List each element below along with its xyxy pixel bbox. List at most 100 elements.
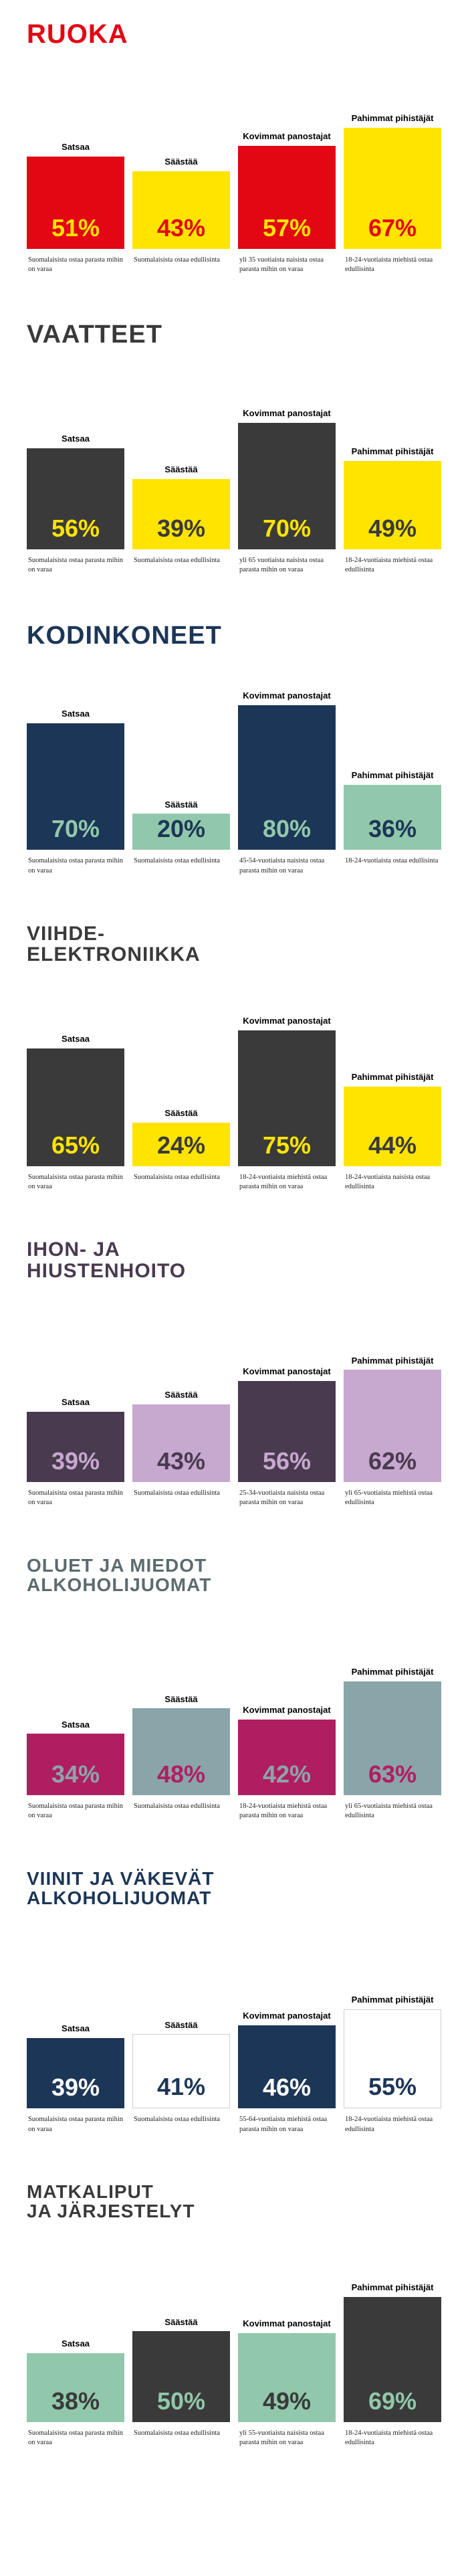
bar-percentage: 41%: [157, 2073, 205, 2101]
bar-caption: 18-24-vuotiaista miehistä ostaa edullisi…: [344, 2429, 441, 2448]
bar-percentage: 39%: [51, 1447, 100, 1475]
section: VAATTEETSatsaa56%Säästää39%Kovimmat pano…: [0, 302, 468, 602]
bar-column: Säästää43%: [132, 1295, 230, 1482]
bars-row: Satsaa34%Säästää48%Kovimmat panostajat42…: [27, 1608, 441, 1795]
bar: 34%: [27, 1734, 124, 1795]
bar-caption: 18-24-vuotiaista miehistä ostaa edullisi…: [344, 256, 441, 274]
bar-column: Kovimmat panostajat80%: [238, 662, 336, 850]
bar-label: Pahimmat pihistäjät: [352, 1072, 434, 1083]
bar-column: Kovimmat panostajat46%: [238, 1921, 336, 2108]
bar-label: Kovimmat panostajat: [243, 1016, 330, 1026]
section: KODINKONEETSatsaa70%Säästää20%Kovimmat p…: [0, 603, 468, 903]
bar-caption: Suomalaisista ostaa edullisinta: [132, 556, 230, 575]
bar-label: Säästää: [164, 1390, 197, 1400]
bar: 24%: [132, 1123, 230, 1166]
bar-label: Säästää: [164, 800, 197, 810]
bar-column: Satsaa 51%: [27, 62, 124, 249]
bar-label: Pahimmat pihistäjät: [352, 446, 434, 457]
bar-column: Säästää50%: [132, 2235, 230, 2422]
bar: 70%: [27, 723, 124, 850]
bar-label: Satsaa: [62, 142, 90, 153]
bar-label: Säästää: [164, 464, 197, 475]
section: VIIHDE-ELEKTRONIIKKASatsaa65%Säästää24%K…: [0, 903, 468, 1219]
bar-caption: Suomalaisista ostaa edullisinta: [132, 2429, 230, 2448]
bar-label: Pahimmat pihistäjät: [352, 2282, 434, 2293]
bar-caption: Suomalaisista ostaa parasta mihin on var…: [27, 1802, 124, 1821]
bar-percentage: 57%: [263, 214, 311, 242]
section-title: VIIHDE-ELEKTRONIIKKA: [27, 923, 441, 965]
bar-column: Säästää24%: [132, 979, 230, 1166]
bar-caption: Suomalaisista ostaa parasta mihin on var…: [27, 856, 124, 875]
bar-caption: Suomalaisista ostaa edullisinta: [132, 1173, 230, 1192]
bar-label: Satsaa: [62, 1034, 90, 1044]
bar-column: Pahimmat pihistäjät67%: [344, 62, 441, 249]
bars-row: Satsaa39%Säästää41%Kovimmat panostajat46…: [27, 1921, 441, 2108]
bar: 39%: [132, 479, 230, 550]
bar-percentage: 70%: [51, 815, 100, 843]
infographic-root: RUOKASatsaa51%Säästää43%Kovimmat panosta…: [0, 0, 468, 2475]
bar-column: Kovimmat panostajat 42%: [238, 1608, 336, 1795]
captions-row: Suomalaisista ostaa parasta mihin on var…: [27, 2115, 441, 2134]
bar-caption: Suomalaisista ostaa edullisinta: [132, 256, 230, 274]
bar-caption: Suomalaisista ostaa parasta mihin on var…: [27, 2115, 124, 2134]
bar: 51%: [27, 157, 124, 249]
bar-caption: 18-24-vuotiaista miehistä ostaa edullisi…: [344, 2115, 441, 2134]
bar: 80%: [238, 705, 336, 850]
bar-percentage: 67%: [368, 214, 417, 242]
bar: 41%: [132, 2034, 230, 2108]
captions-row: Suomalaisista ostaa parasta mihin on var…: [27, 1489, 441, 1507]
bar: 39%: [27, 2038, 124, 2109]
bar-label: Satsaa: [62, 709, 90, 719]
bar-percentage: 42%: [263, 1760, 311, 1788]
bar-label: Kovimmat panostajat: [243, 1705, 330, 1716]
bar-label: Pahimmat pihistäjät: [352, 1356, 434, 1366]
bar-percentage: 44%: [368, 1131, 417, 1160]
bar: 62%: [344, 1370, 441, 1482]
bar-percentage: 69%: [368, 2387, 417, 2415]
section: VIINIT JA VÄKEVÄTALKOHOLIJUOMATSatsaa39%…: [0, 1849, 468, 2162]
bar-caption: Suomalaisista ostaa edullisinta: [132, 1489, 230, 1507]
bar: 69%: [344, 2297, 441, 2422]
bar-column: Säästää41%: [132, 1921, 230, 2108]
bar: 65%: [27, 1048, 124, 1166]
bar: 39%: [27, 1412, 124, 1483]
bar-label: Satsaa: [62, 2338, 90, 2349]
captions-row: Suomalaisista ostaa parasta mihin on var…: [27, 1173, 441, 1192]
section: RUOKASatsaa51%Säästää43%Kovimmat panosta…: [0, 0, 468, 302]
bar-percentage: 55%: [368, 2073, 417, 2101]
bar-column: Kovimmat panostajat 49%: [238, 2235, 336, 2422]
bars-row: Satsaa70%Säästää20%Kovimmat panostajat80…: [27, 662, 441, 850]
bar-column: Kovimmat panostajat75%: [238, 979, 336, 1166]
bar-column: Säästää 39%: [132, 362, 230, 549]
bar-percentage: 80%: [263, 815, 311, 843]
bar-column: Pahimmat pihistäjät 49%: [344, 362, 441, 549]
bar-caption: yli 65-vuotiaista miehistä ostaa edullis…: [344, 1489, 441, 1507]
bar-label: Satsaa: [62, 434, 90, 444]
bar-percentage: 24%: [157, 1131, 205, 1160]
bar-percentage: 65%: [51, 1131, 100, 1160]
bar-label: Kovimmat panostajat: [243, 408, 330, 419]
bar-label: Kovimmat panostajat: [243, 2318, 330, 2329]
bar-column: Pahimmat pihistäjät 62%: [344, 1295, 441, 1482]
bar-percentage: 62%: [368, 1447, 417, 1475]
bar-column: Pahimmat pihistäjät36%: [344, 662, 441, 850]
captions-row: Suomalaisista ostaa parasta mihin on var…: [27, 1802, 441, 1821]
bar-percentage: 70%: [263, 515, 311, 543]
bar-column: Pahimmat pihistäjät 55%: [344, 1921, 441, 2108]
bar-column: Satsaa56%: [27, 362, 124, 549]
bar: 67%: [344, 128, 441, 249]
bar: 42%: [238, 1720, 336, 1796]
bar: 48%: [132, 1708, 230, 1795]
bar: 57%: [238, 146, 336, 249]
bar-percentage: 49%: [263, 2387, 311, 2415]
bar-percentage: 49%: [368, 515, 417, 543]
bar-label: Säästää: [164, 157, 197, 167]
bar-label: Pahimmat pihistäjät: [352, 1995, 434, 2005]
bar-caption: yli 65-vuotiaista miehistä ostaa edullis…: [344, 1802, 441, 1821]
bar: 36%: [344, 785, 441, 850]
bar: 63%: [344, 1681, 441, 1795]
bar: 70%: [238, 423, 336, 549]
captions-row: Suomalaisista ostaa parasta mihin on var…: [27, 556, 441, 575]
bar-caption: Suomalaisista ostaa parasta mihin on var…: [27, 1489, 124, 1507]
bar-column: Pahimmat pihistäjät 69%: [344, 2235, 441, 2422]
